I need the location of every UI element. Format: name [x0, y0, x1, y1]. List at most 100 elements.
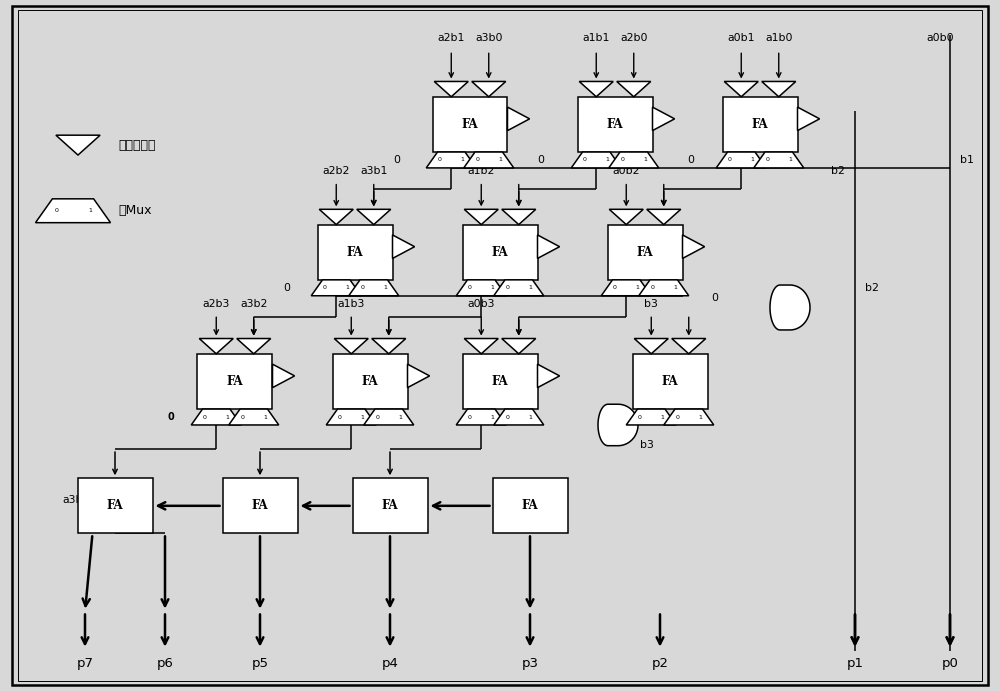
Polygon shape [609, 152, 659, 168]
Text: a3b3: a3b3 [63, 495, 90, 505]
Text: b3: b3 [640, 439, 654, 450]
Text: p1: p1 [846, 657, 864, 670]
Polygon shape [349, 280, 399, 296]
Polygon shape [494, 409, 544, 425]
Polygon shape [426, 152, 476, 168]
Polygon shape [502, 339, 536, 354]
Text: 0: 0 [506, 285, 509, 290]
Polygon shape [229, 409, 279, 425]
Text: 1: 1 [673, 285, 677, 290]
Text: a0b2: a0b2 [612, 166, 640, 176]
Text: FA: FA [522, 500, 538, 512]
Text: a3b1: a3b1 [360, 166, 387, 176]
Text: 1: 1 [636, 285, 639, 290]
Polygon shape [494, 280, 544, 296]
Text: FA: FA [662, 375, 678, 388]
Text: 1: 1 [498, 158, 502, 162]
Text: FA: FA [492, 375, 508, 388]
Text: 0: 0 [506, 415, 509, 419]
FancyBboxPatch shape [578, 97, 652, 152]
Text: a1b1: a1b1 [583, 33, 610, 44]
Text: 1: 1 [461, 158, 464, 162]
Polygon shape [571, 152, 621, 168]
Text: 0: 0 [241, 415, 244, 419]
Polygon shape [464, 209, 498, 225]
Text: 1: 1 [606, 158, 609, 162]
Text: FA: FA [492, 246, 508, 258]
Text: 1: 1 [788, 158, 792, 162]
Text: a2b0: a2b0 [620, 33, 648, 44]
Polygon shape [609, 209, 643, 225]
Text: 0: 0 [361, 285, 364, 290]
Polygon shape [334, 339, 368, 354]
Text: a1b2: a1b2 [468, 166, 495, 176]
Text: FA: FA [607, 118, 623, 131]
Polygon shape [319, 209, 353, 225]
Polygon shape [652, 107, 675, 131]
Text: 1: 1 [346, 285, 349, 290]
Text: FA: FA [462, 118, 478, 131]
Text: 0: 0 [283, 283, 290, 293]
Polygon shape [408, 364, 430, 388]
Polygon shape [464, 339, 498, 354]
Text: 0: 0 [203, 415, 207, 419]
Polygon shape [434, 82, 468, 97]
Text: 0: 0 [712, 292, 719, 303]
Text: p3: p3 [522, 657, 538, 670]
FancyBboxPatch shape [78, 478, 153, 533]
Text: ：Mux: ：Mux [118, 205, 152, 217]
Text: 0: 0 [766, 158, 769, 162]
Polygon shape [579, 82, 613, 97]
Text: p0: p0 [942, 657, 958, 670]
Text: 1: 1 [361, 415, 364, 419]
Polygon shape [237, 339, 271, 354]
Text: 1: 1 [491, 415, 494, 419]
Text: b3: b3 [644, 299, 658, 310]
FancyBboxPatch shape [462, 354, 538, 409]
Text: a2b2: a2b2 [323, 166, 350, 176]
Text: 0: 0 [168, 412, 175, 422]
FancyBboxPatch shape [432, 97, 507, 152]
Text: a1b0: a1b0 [765, 33, 792, 44]
Text: a3b2: a3b2 [240, 299, 267, 310]
Polygon shape [357, 209, 391, 225]
Polygon shape [598, 404, 638, 446]
Text: 1: 1 [491, 285, 494, 290]
Text: 1: 1 [643, 158, 647, 162]
Text: 0: 0 [438, 158, 442, 162]
FancyBboxPatch shape [353, 478, 428, 533]
Text: b2: b2 [865, 283, 879, 293]
Text: 0: 0 [338, 415, 342, 419]
Text: 0: 0 [621, 158, 624, 162]
Text: FA: FA [382, 500, 398, 512]
Polygon shape [664, 409, 714, 425]
Text: a0b1: a0b1 [728, 33, 755, 44]
Text: b3: b3 [610, 412, 624, 422]
Text: FA: FA [637, 246, 653, 258]
Polygon shape [716, 152, 766, 168]
Polygon shape [502, 209, 536, 225]
Polygon shape [311, 280, 361, 296]
FancyBboxPatch shape [722, 97, 798, 152]
Text: b2: b2 [831, 166, 845, 176]
Polygon shape [372, 339, 406, 354]
FancyBboxPatch shape [332, 354, 408, 409]
Polygon shape [392, 235, 415, 258]
Text: a2b1: a2b1 [438, 33, 465, 44]
Polygon shape [538, 235, 560, 258]
Polygon shape [647, 209, 681, 225]
Text: 0: 0 [476, 158, 479, 162]
Text: a0b3: a0b3 [468, 299, 495, 310]
Text: 1: 1 [528, 415, 532, 419]
Polygon shape [456, 280, 506, 296]
Text: 0: 0 [728, 158, 732, 162]
Polygon shape [682, 235, 705, 258]
Text: 0: 0 [613, 285, 617, 290]
Polygon shape [724, 82, 758, 97]
Text: 0: 0 [376, 415, 379, 419]
Text: 0: 0 [393, 155, 400, 165]
Text: a2b3: a2b3 [203, 299, 230, 310]
Polygon shape [639, 280, 689, 296]
Polygon shape [538, 364, 560, 388]
Text: FA: FA [752, 118, 768, 131]
